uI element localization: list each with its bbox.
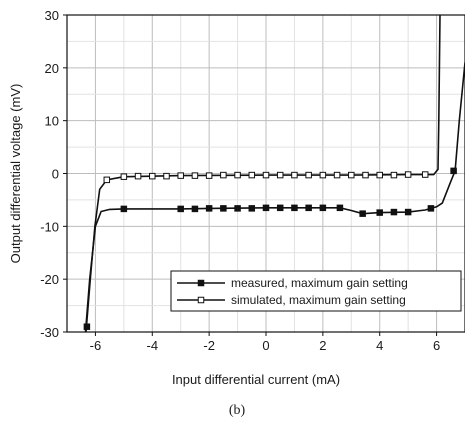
series-line — [84, 62, 465, 332]
legend-label: simulated, maximum gain setting — [231, 293, 406, 307]
series-2 — [85, 15, 441, 332]
data-point — [276, 204, 284, 212]
y-tick-label: 20 — [45, 61, 59, 76]
y-tick-label: -10 — [40, 219, 59, 234]
data-point — [319, 204, 327, 212]
x-tick-label: 4 — [376, 338, 383, 353]
legend-box — [170, 270, 462, 312]
data-point — [191, 205, 199, 213]
legend-marker — [197, 296, 205, 304]
data-point — [177, 172, 184, 179]
data-point — [305, 204, 312, 212]
figure-caption: (b) — [229, 403, 246, 418]
data-point — [134, 172, 142, 180]
data-point — [376, 171, 383, 179]
data-point — [220, 171, 227, 179]
data-point — [262, 204, 270, 212]
series-layer — [83, 15, 465, 332]
data-point — [177, 205, 184, 213]
data-point — [191, 172, 199, 179]
data-point — [291, 204, 298, 212]
data-point — [163, 172, 170, 180]
legend-marker — [197, 279, 205, 287]
legend: measured, maximum gain setting simulated,… — [170, 270, 462, 312]
data-point — [149, 172, 156, 180]
y-tick-label: 0 — [52, 167, 59, 182]
data-point — [205, 172, 213, 179]
data-point — [404, 171, 412, 178]
data-point — [319, 171, 327, 179]
data-point — [362, 171, 369, 179]
data-point — [248, 205, 256, 212]
data-point — [234, 205, 241, 212]
data-point — [421, 171, 429, 178]
x-tick-label: 6 — [433, 338, 440, 353]
data-point — [120, 173, 128, 180]
data-point — [390, 171, 398, 179]
x-tick-label: -6 — [90, 338, 102, 353]
data-point — [220, 205, 227, 212]
data-point — [276, 171, 284, 179]
y-tick-label: -30 — [40, 325, 59, 340]
data-point — [262, 171, 270, 179]
data-point — [120, 205, 128, 213]
data-point — [336, 204, 344, 212]
data-point — [359, 210, 366, 217]
data-point — [348, 171, 355, 179]
x-tick-label: 2 — [319, 338, 326, 353]
data-point — [404, 208, 412, 216]
data-point — [305, 171, 312, 179]
data-point — [103, 176, 111, 184]
data-point — [427, 205, 435, 212]
series-1 — [83, 62, 465, 332]
legend-label: measured, maximum gain setting — [231, 276, 408, 290]
x-axis-title: Input differential current (mA) — [172, 372, 340, 387]
x-tick-label: -4 — [147, 338, 159, 353]
data-point — [234, 171, 241, 179]
y-tick-label: 30 — [45, 8, 59, 23]
data-point — [450, 167, 457, 175]
y-tick-label: 10 — [45, 114, 59, 129]
data-point — [390, 208, 398, 216]
y-tick-label: -20 — [40, 272, 59, 287]
data-point — [333, 171, 341, 179]
x-tick-label: -2 — [203, 338, 215, 353]
data-point — [376, 209, 383, 216]
data-point — [205, 205, 213, 212]
data-point — [248, 171, 256, 179]
y-axis-title: Output differential voltage (mV) — [8, 84, 23, 264]
x-tick-label: 0 — [262, 338, 269, 353]
data-point — [291, 171, 298, 179]
